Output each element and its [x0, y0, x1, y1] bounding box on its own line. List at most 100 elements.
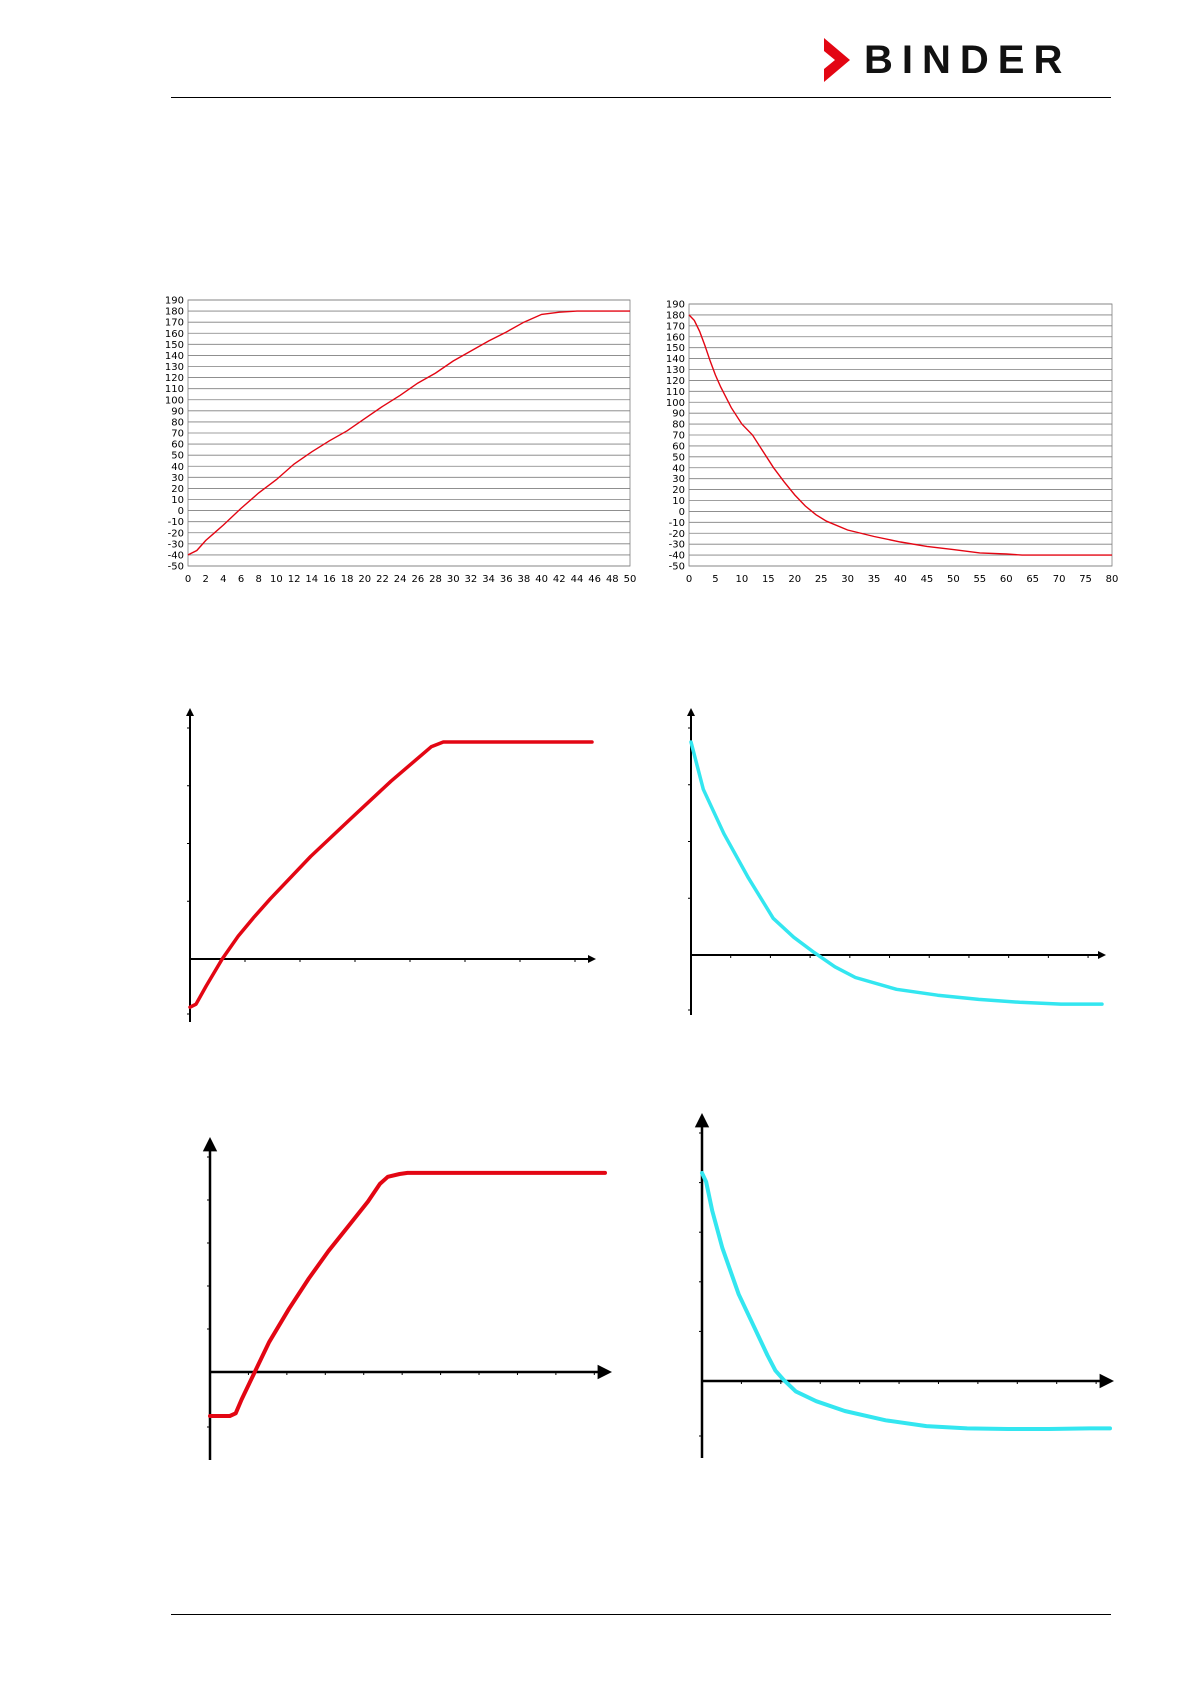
- x-tick-label: 5: [712, 574, 718, 585]
- footer-divider: [171, 1614, 1111, 1615]
- y-tick-label: 20: [672, 485, 685, 496]
- y-tick-label: 180: [666, 310, 685, 321]
- x-axis-arrow: [1099, 1373, 1114, 1389]
- x-tick-label: 2: [202, 574, 208, 585]
- series-line: [188, 740, 594, 1009]
- x-tick-label: 24: [394, 574, 407, 585]
- y-tick-label: 80: [171, 417, 184, 428]
- x-tick-label: 60: [1000, 574, 1013, 585]
- y-tick-label: -50: [168, 562, 184, 573]
- x-tick-label: 48: [606, 574, 619, 585]
- y-tick-label: 0: [178, 506, 184, 517]
- binder-logo: BINDER: [824, 38, 1114, 82]
- x-tick-label: 4: [220, 574, 226, 585]
- series-line: [689, 740, 1104, 1006]
- y-tick-label: 50: [171, 451, 184, 462]
- x-tick-label: 40: [894, 574, 907, 585]
- x-tick-label: 70: [1053, 574, 1066, 585]
- y-tick-label: 120: [165, 373, 184, 384]
- x-tick-label: 80: [1106, 574, 1119, 585]
- chart-heating-sketch-1: [186, 708, 596, 1022]
- y-tick-label: 70: [171, 429, 184, 440]
- x-tick-label: 75: [1079, 574, 1092, 585]
- y-tick-label: 30: [171, 473, 184, 484]
- x-tick-label: 26: [411, 574, 424, 585]
- x-tick-label: 25: [815, 574, 828, 585]
- y-tick-label: 10: [171, 495, 184, 506]
- x-tick-label: 22: [376, 574, 389, 585]
- x-tick-label: 20: [788, 574, 801, 585]
- y-tick-label: 120: [666, 376, 685, 387]
- x-tick-label: 40: [535, 574, 548, 585]
- x-tick-label: 6: [238, 574, 244, 585]
- x-tick-label: 15: [762, 574, 775, 585]
- x-tick-label: 36: [500, 574, 513, 585]
- series-line: [700, 1171, 1112, 1431]
- x-tick-label: 55: [973, 574, 986, 585]
- y-tick-label: -50: [669, 562, 685, 573]
- chart-heating-measured: -50-40-30-20-100102030405060708090100110…: [165, 296, 636, 586]
- binder-logo-mark: [824, 38, 850, 82]
- x-tick-label: 45: [921, 574, 934, 585]
- x-tick-label: 34: [482, 574, 495, 585]
- x-tick-label: 0: [185, 574, 191, 585]
- y-tick-label: 20: [171, 484, 184, 495]
- x-tick-label: 28: [429, 574, 442, 585]
- series-line: [208, 1170, 607, 1418]
- chart-cooling-sketch-1: [687, 708, 1106, 1015]
- y-tick-label: 90: [171, 406, 184, 417]
- y-tick-label: 70: [672, 431, 685, 442]
- y-tick-label: 140: [165, 351, 184, 362]
- chart-cooling-measured: -50-40-30-20-100102030405060708090100110…: [666, 300, 1118, 586]
- x-tick-label: 32: [465, 574, 478, 585]
- y-tick-label: -10: [669, 518, 685, 529]
- x-tick-label: 10: [736, 574, 749, 585]
- y-tick-label: 170: [165, 318, 184, 329]
- y-tick-label: 130: [165, 362, 184, 373]
- y-tick-label: 130: [666, 365, 685, 376]
- y-tick-label: 100: [165, 395, 184, 406]
- y-tick-label: 30: [672, 474, 685, 485]
- x-tick-label: 30: [841, 574, 854, 585]
- y-tick-label: 140: [666, 354, 685, 365]
- x-tick-label: 16: [323, 574, 336, 585]
- y-tick-label: 150: [666, 343, 685, 354]
- x-tick-label: 20: [358, 574, 371, 585]
- y-tick-label: 0: [679, 507, 685, 518]
- y-tick-label: 40: [672, 463, 685, 474]
- y-tick-label: 190: [165, 296, 184, 307]
- y-tick-label: 150: [165, 340, 184, 351]
- plot-frame: [187, 299, 631, 567]
- x-tick-label: 44: [571, 574, 584, 585]
- y-tick-label: 160: [666, 332, 685, 343]
- y-tick-label: -30: [669, 540, 685, 551]
- series-line: [187, 310, 630, 556]
- x-tick-label: 18: [341, 574, 354, 585]
- brand-name: BINDER: [864, 38, 1072, 82]
- y-axis-arrow: [694, 1113, 710, 1128]
- y-tick-label: 100: [666, 398, 685, 409]
- y-tick-label: 10: [672, 496, 685, 507]
- plot-frame: [688, 303, 1113, 567]
- y-tick-label: 60: [171, 440, 184, 451]
- y-tick-label: 110: [666, 387, 685, 398]
- y-tick-label: 80: [672, 420, 685, 431]
- y-tick-label: 40: [171, 462, 184, 473]
- y-tick-label: 60: [672, 441, 685, 452]
- x-tick-label: 35: [868, 574, 881, 585]
- x-tick-label: 50: [947, 574, 960, 585]
- x-tick-label: 65: [1026, 574, 1039, 585]
- header-divider: [171, 97, 1111, 98]
- x-tick-label: 0: [686, 574, 692, 585]
- x-tick-label: 38: [518, 574, 531, 585]
- y-axis-arrow: [186, 708, 194, 716]
- y-tick-label: -20: [669, 529, 685, 540]
- x-tick-label: 12: [288, 574, 301, 585]
- y-tick-label: -40: [168, 550, 184, 561]
- series-line: [688, 314, 1112, 556]
- x-tick-label: 10: [270, 574, 283, 585]
- y-tick-label: 180: [165, 307, 184, 318]
- chart-heating-sketch-2: [202, 1137, 612, 1460]
- x-tick-label: 14: [305, 574, 318, 585]
